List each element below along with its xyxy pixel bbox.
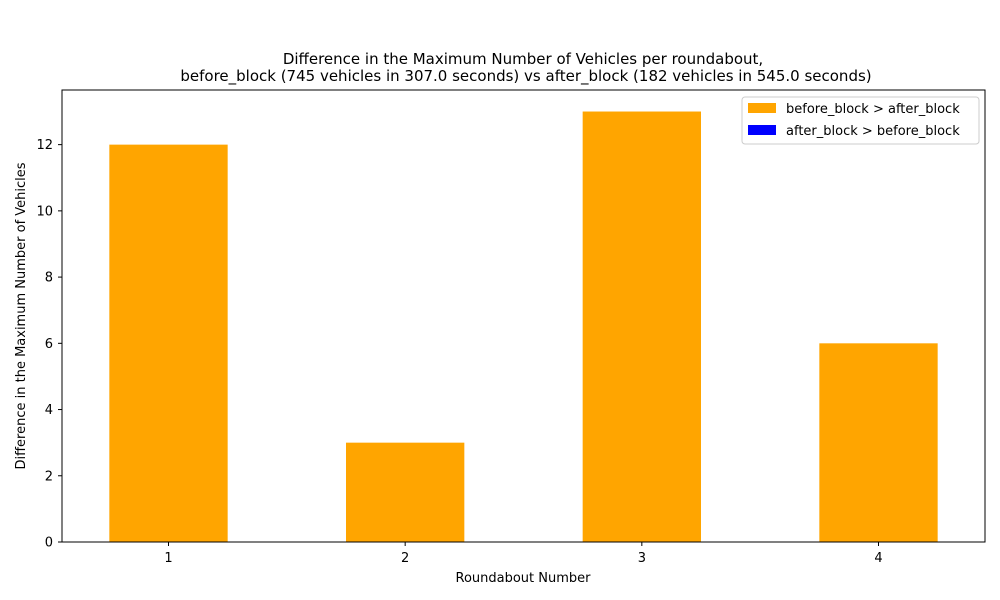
- x-tick-label: 2: [401, 551, 409, 566]
- legend: before_block > after_block after_block >…: [741, 96, 980, 145]
- y-tick-label: 10: [36, 204, 53, 219]
- x-tick-label: 1: [164, 551, 172, 566]
- legend-swatch-before: [748, 103, 776, 113]
- x-tick-label: 4: [874, 551, 882, 566]
- bar-roundabout-3: [582, 111, 701, 543]
- y-tick-label: 8: [45, 271, 53, 286]
- bars-group: [109, 111, 938, 543]
- legend-label-before: before_block > after_block: [786, 102, 960, 117]
- bar-roundabout-2: [346, 442, 465, 542]
- y-axis-ticks: 0 2 4 6 8 10 12: [36, 138, 62, 551]
- plot-frame: [61, 89, 986, 543]
- legend-label-after: after_block > before_block: [786, 124, 960, 139]
- y-axis-label: Difference in the Maximum Number of Vehi…: [14, 162, 29, 469]
- x-axis-ticks: 1 2 3 4: [164, 542, 883, 566]
- y-tick-label: 4: [45, 403, 53, 418]
- x-axis-label: Roundabout Number: [456, 571, 592, 586]
- bar-roundabout-1: [109, 144, 228, 542]
- y-tick-label: 12: [36, 138, 53, 153]
- x-tick-label: 3: [638, 551, 646, 566]
- chart-title-line2: before_block (745 vehicles in 307.0 seco…: [180, 67, 871, 86]
- y-tick-label: 2: [45, 469, 53, 484]
- legend-frame: [741, 96, 980, 145]
- legend-swatch-after: [748, 125, 776, 135]
- chart-title-line1: Difference in the Maximum Number of Vehi…: [283, 50, 763, 68]
- y-tick-label: 6: [45, 337, 53, 352]
- bar-roundabout-4: [819, 343, 938, 542]
- y-tick-label: 0: [45, 536, 53, 551]
